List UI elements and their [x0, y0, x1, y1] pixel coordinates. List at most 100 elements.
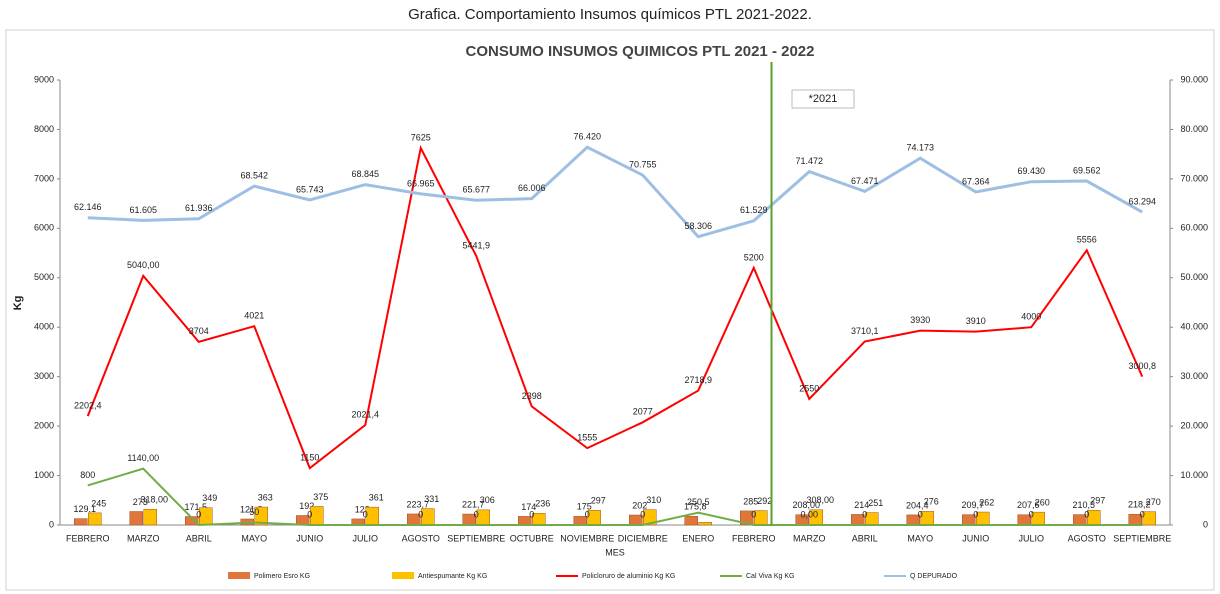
line: [86, 144, 1144, 470]
data-label: 61.529: [740, 205, 768, 215]
data-label: 2077: [633, 407, 653, 417]
legend-label: Antiespumante Kg KG: [418, 573, 487, 580]
chart-title: CONSUMO INSUMOS QUIMICOS PTL 2021 - 2022: [466, 43, 815, 60]
data-label: 2398: [522, 391, 542, 401]
data-label: 4000: [1021, 312, 1041, 322]
y-tick-label: 3000: [34, 371, 54, 381]
data-label: 71.472: [795, 156, 823, 166]
data-label: 5040,00: [127, 260, 160, 270]
legend-label: Policloruro de aluminio Kg KG: [582, 573, 675, 580]
data-label: 5556: [1077, 235, 1097, 245]
y-tick-label: 7000: [34, 173, 54, 183]
data-label: 0: [307, 509, 312, 519]
data-label: 69.562: [1073, 165, 1101, 175]
data-label: 2021,4: [351, 409, 379, 419]
data-label: 0: [973, 509, 978, 519]
data-label: 273: [133, 497, 148, 507]
data-label: 0: [474, 509, 479, 519]
data-label: 1555: [577, 432, 597, 442]
x-tick-label: ABRIL: [186, 533, 212, 543]
y-tick-label: 2000: [34, 420, 54, 430]
x-tick-label: FEBRERO: [66, 533, 110, 543]
data-label: 0: [1140, 509, 1145, 519]
data-label: 0,00: [800, 509, 818, 519]
data-label: 7625: [411, 132, 431, 142]
data-label: 236: [535, 499, 550, 509]
x-tick-label: MARZO: [793, 533, 826, 543]
data-label: 123: [355, 504, 370, 514]
data-label: 65.743: [296, 184, 324, 194]
y2-tick-label: 10.000: [1180, 470, 1208, 480]
line: [87, 145, 1143, 239]
y2-tick-label: 0: [1203, 519, 1208, 529]
x-tick-label: MAYO: [241, 533, 267, 543]
bar: [1142, 511, 1156, 526]
bar: [129, 511, 143, 526]
bar: [143, 509, 157, 526]
data-label: 0: [640, 509, 645, 519]
data-label: 68.845: [351, 169, 379, 179]
data-label: 0: [1084, 509, 1089, 519]
data-label: 74.173: [906, 143, 934, 153]
data-label: 5441,9: [462, 240, 490, 250]
x-axis-label: MES: [605, 547, 625, 557]
data-label: 58.306: [684, 221, 712, 231]
y-tick-label: 0: [49, 519, 54, 529]
data-label: 76.420: [573, 132, 601, 142]
x-tick-label: AGOSTO: [402, 533, 440, 543]
y2-tick-label: 30.000: [1180, 371, 1208, 381]
bar: [254, 506, 268, 526]
data-label: 361: [369, 493, 384, 503]
y2-tick-label: 90.000: [1180, 74, 1208, 84]
data-label: 297: [1090, 496, 1105, 506]
y-tick-label: 8000: [34, 124, 54, 134]
legend-label: Cal Viva Kg KG: [746, 573, 795, 580]
data-label: 1150: [300, 453, 319, 463]
data-label: 250,5: [687, 497, 710, 507]
y-tick-label: 9000: [34, 74, 54, 84]
data-label: 66.965: [407, 178, 435, 188]
data-label: 63.294: [1128, 196, 1156, 206]
line: [87, 467, 1143, 527]
data-label: 67.364: [962, 176, 990, 186]
data-label: 375: [313, 492, 328, 502]
data-label: 65.677: [462, 185, 490, 195]
data-label: 207,6: [1017, 500, 1040, 510]
x-tick-label: MAYO: [907, 533, 933, 543]
data-label: 310: [646, 495, 661, 505]
data-label: 4021: [244, 311, 264, 321]
data-label: 174: [521, 502, 536, 512]
data-label: 1140,00: [127, 453, 159, 463]
bar: [74, 518, 88, 526]
data-label: 68.542: [240, 170, 268, 180]
x-tick-label: SEPTIEMBRE: [447, 533, 505, 543]
data-label: 175,8: [684, 502, 707, 512]
legend-swatch: [228, 572, 250, 579]
data-label: 0: [751, 509, 756, 519]
data-label: 0: [918, 509, 923, 519]
annotation-box: [791, 89, 855, 109]
data-label: 69.430: [1017, 166, 1045, 176]
data-label: 2550: [799, 383, 819, 393]
chart-frame: [5, 29, 1215, 591]
data-label: 3704: [189, 326, 209, 336]
data-label: 3930: [910, 315, 930, 325]
y-tick-label: 6000: [34, 223, 54, 233]
data-label: 2718,9: [684, 375, 712, 385]
data-label: 363: [258, 492, 273, 502]
data-label: 270: [1146, 497, 1161, 507]
bar: [740, 510, 754, 526]
data-label: 210,5: [1072, 500, 1095, 510]
y-tick-label: 1000: [34, 470, 54, 480]
y2-tick-label: 40.000: [1180, 322, 1208, 332]
y-tick-label: 4000: [34, 322, 54, 332]
data-label: 262: [979, 497, 994, 507]
data-label: 276: [924, 497, 939, 507]
data-label: 192: [299, 501, 314, 511]
data-label: 208,00: [792, 500, 820, 510]
x-tick-label: MARZO: [127, 533, 160, 543]
page-header: Grafica. Comportamiento Insumos químicos…: [408, 6, 812, 23]
data-label: 306: [480, 495, 495, 505]
x-tick-label: AGOSTO: [1068, 533, 1106, 543]
